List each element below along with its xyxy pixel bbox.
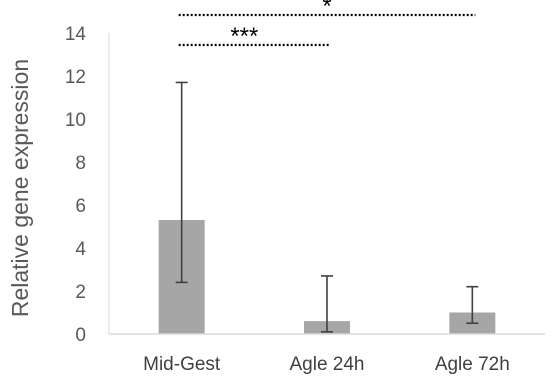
error-bars <box>175 81 479 333</box>
y-tick-label: 12 <box>65 67 86 88</box>
y-tick-label: 8 <box>75 153 86 174</box>
significance-brackets: **** <box>178 0 476 50</box>
x-tick-label: Mid-Gest <box>143 354 221 375</box>
y-tick-label: 0 <box>75 325 86 346</box>
y-tick-label: 4 <box>75 239 86 260</box>
y-axis: 0 2 4 6 8 10 12 14 <box>65 24 110 346</box>
y-tick-label: 10 <box>65 110 86 131</box>
y-tick-label: 6 <box>75 196 86 217</box>
x-tick-label: Agle 72h <box>435 354 510 375</box>
y-tick-label: 2 <box>75 282 86 303</box>
significance-label: * <box>322 0 331 20</box>
x-axis: Mid-Gest Agle 24h Agle 72h <box>109 333 545 375</box>
y-axis-label: Relative gene expression <box>7 59 33 317</box>
y-tick-label: 14 <box>65 24 87 45</box>
x-tick-label: Agle 24h <box>289 354 364 375</box>
significance-label: *** <box>230 23 258 50</box>
